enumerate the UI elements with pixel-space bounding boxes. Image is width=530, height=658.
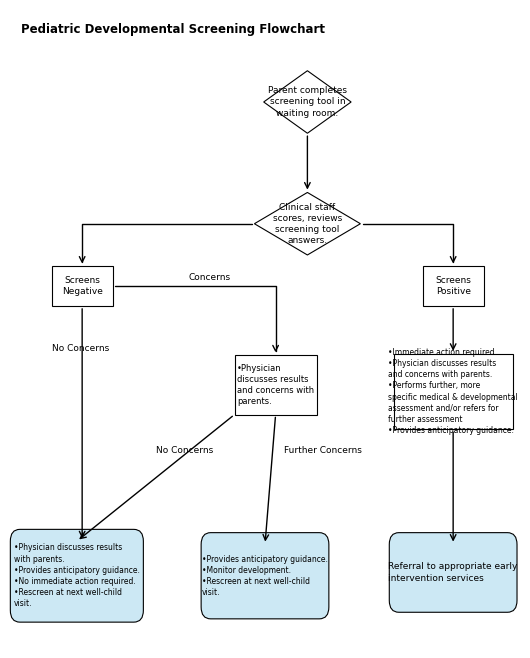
Text: Parent completes
screening tool in
waiting room.: Parent completes screening tool in waiti…	[268, 86, 347, 118]
Text: •Provides anticipatory guidance.
•Monitor development.
•Rescreen at next well-ch: •Provides anticipatory guidance. •Monito…	[202, 555, 328, 597]
Text: Screens
Negative: Screens Negative	[61, 276, 103, 296]
FancyBboxPatch shape	[423, 266, 483, 306]
Polygon shape	[263, 71, 351, 133]
Text: Further Concerns: Further Concerns	[284, 446, 361, 455]
Text: No Concerns: No Concerns	[156, 446, 214, 455]
Text: •Immediate action required.
•Physician discusses results
and concerns with paren: •Immediate action required. •Physician d…	[388, 348, 518, 435]
Text: Screens
Positive: Screens Positive	[435, 276, 471, 296]
Text: •Physician discusses results
with parents.
•Provides anticipatory guidance.
•No : •Physician discusses results with parent…	[14, 544, 140, 608]
Text: Clinical staff
scores, reviews
screening tool
answers.: Clinical staff scores, reviews screening…	[273, 203, 342, 245]
FancyBboxPatch shape	[201, 533, 329, 619]
FancyBboxPatch shape	[52, 266, 113, 306]
Text: •Physician
discusses results
and concerns with
parents.: •Physician discusses results and concern…	[237, 364, 314, 406]
Text: No Concerns: No Concerns	[52, 344, 109, 353]
Polygon shape	[254, 192, 360, 255]
FancyBboxPatch shape	[10, 529, 143, 622]
Text: Pediatric Developmental Screening Flowchart: Pediatric Developmental Screening Flowch…	[21, 23, 325, 36]
Text: Referral to appropriate early
intervention services: Referral to appropriate early interventi…	[388, 563, 518, 582]
FancyBboxPatch shape	[234, 355, 317, 415]
FancyBboxPatch shape	[393, 354, 513, 429]
Text: Concerns: Concerns	[188, 273, 230, 282]
FancyBboxPatch shape	[389, 533, 517, 612]
